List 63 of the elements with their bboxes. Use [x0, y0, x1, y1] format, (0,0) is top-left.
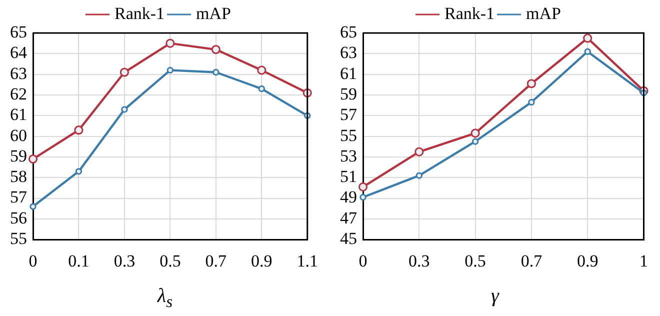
y-tick-label: 57	[340, 105, 358, 124]
point	[74, 126, 84, 135]
legend-label: Rank-1	[444, 4, 495, 23]
y-tick-label: 51	[340, 167, 357, 186]
legend-label: Rank-1	[114, 4, 165, 23]
x-tick-label: 0.9	[576, 251, 598, 270]
x-tick-label: 0.3	[114, 251, 136, 270]
y-tick-label: 53	[340, 146, 357, 166]
y-tick-label: 63	[340, 43, 357, 62]
x-tick-label: 1	[640, 251, 648, 270]
y-tick-label: 57	[10, 188, 28, 207]
y-tick-label: 56	[10, 208, 27, 228]
y-tick-label: 62	[10, 84, 27, 104]
point	[584, 48, 591, 55]
y-tick-label: 59	[340, 84, 357, 104]
y-tick-label: 55	[10, 229, 27, 248]
x-tick-label: 0.7	[520, 251, 543, 270]
x-tick-label: 0.5	[160, 251, 181, 270]
x-tick-label: 0.7	[205, 251, 228, 270]
point	[528, 98, 535, 106]
point	[358, 182, 368, 192]
y-tick-label: 65	[10, 22, 27, 42]
x-tick-label: 0.1	[68, 251, 90, 270]
y-tick-label: 55	[340, 126, 357, 145]
point	[414, 147, 424, 156]
point	[583, 34, 592, 43]
point	[526, 79, 536, 88]
point	[472, 138, 479, 145]
y-tick-label: 60	[10, 126, 27, 145]
point	[211, 44, 220, 54]
y-tick-label: 59	[10, 146, 27, 166]
x-tick-label: 0.9	[251, 251, 272, 270]
y-tick-label: 49	[340, 188, 357, 207]
x-axis-title: λ$_{s}$	[156, 284, 174, 313]
point	[166, 66, 174, 74]
point	[121, 106, 128, 113]
point	[166, 38, 175, 48]
point	[416, 172, 422, 179]
x-tick-label: 0	[28, 251, 38, 270]
y-tick-label: 47	[340, 208, 358, 228]
point	[360, 194, 366, 201]
x-tick-label: 0.5	[464, 251, 486, 270]
x-tick-label: 1.1	[296, 251, 318, 270]
legend-label: mAP	[196, 4, 232, 23]
y-tick-label: 61	[10, 105, 27, 124]
x-tick-label: 0	[358, 251, 368, 270]
point	[258, 85, 265, 92]
y-tick-label: 63	[10, 64, 27, 83]
x-tick-label: 0.3	[408, 251, 430, 270]
y-tick-label: 64	[10, 43, 28, 62]
point	[75, 168, 82, 175]
y-tick-label: 58	[10, 167, 27, 186]
x-axis-title: γ	[490, 284, 500, 308]
y-tick-label: 61	[340, 64, 357, 83]
point	[120, 68, 130, 77]
legend-label: mAP	[526, 4, 562, 23]
point	[28, 154, 38, 164]
point	[30, 203, 36, 210]
y-tick-label: 45	[340, 229, 357, 248]
point	[212, 68, 220, 76]
point	[470, 128, 480, 138]
y-tick-label: 65	[340, 22, 357, 42]
point	[257, 66, 266, 75]
